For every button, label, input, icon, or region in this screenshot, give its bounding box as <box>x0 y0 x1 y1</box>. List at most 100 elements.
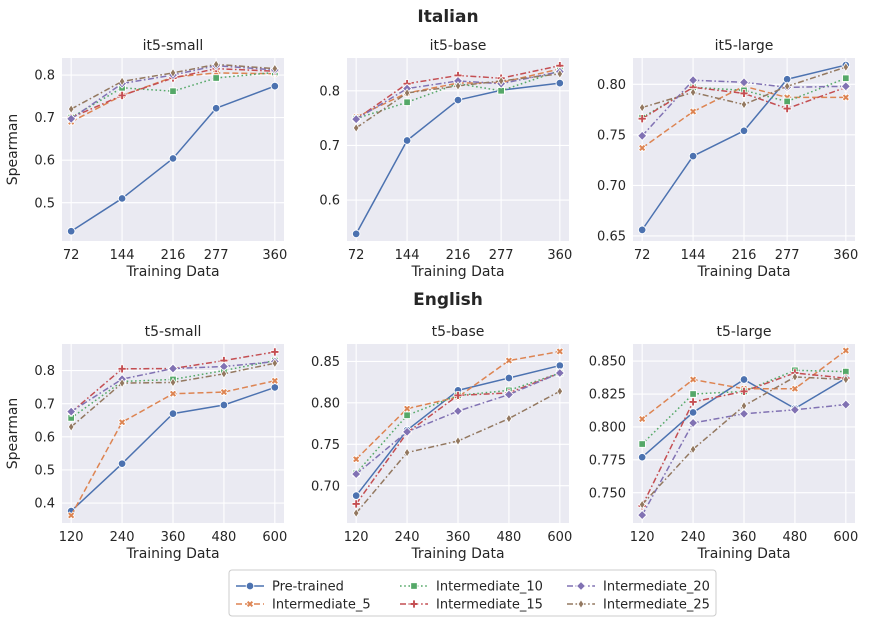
x-tick-label: 480 <box>783 530 808 545</box>
series-intermediate-5 <box>67 376 279 520</box>
series-line <box>355 372 561 505</box>
y-tick-label: 0.65 <box>597 230 626 245</box>
x-tick-label: 277 <box>204 248 229 263</box>
x-axis-label: Training Data <box>696 264 790 280</box>
x-tick-label: 72 <box>348 248 365 263</box>
series-pre-trained <box>351 78 565 239</box>
data-point <box>271 358 279 369</box>
data-point <box>504 373 514 383</box>
chart-it5-large: 0.65 0.70 0.75 0.80 72 144 216 277 360 it5-large T… <box>597 38 858 280</box>
x-tick-label: 144 <box>681 248 706 263</box>
x-tick-label: 360 <box>833 248 858 263</box>
legend-marker <box>575 580 587 592</box>
data-point <box>169 67 177 78</box>
y-tick-label: 0.75 <box>311 438 340 453</box>
x-tick-label: 600 <box>833 530 858 545</box>
x-tick-label: 360 <box>446 530 471 545</box>
data-point <box>783 81 791 92</box>
data-point <box>739 375 749 384</box>
data-point <box>66 226 76 236</box>
data-point <box>403 88 411 98</box>
data-point <box>555 347 564 356</box>
data-point <box>637 114 647 124</box>
data-point <box>403 404 412 413</box>
data-point <box>688 397 698 407</box>
data-point <box>689 375 698 384</box>
series-intermediate-20 <box>351 367 565 480</box>
legend: Pre-trained Intermediate_5 Intermediate_10… <box>228 569 717 617</box>
y-tick-label: 0.825 <box>589 388 626 403</box>
data-point <box>352 508 360 518</box>
data-point <box>842 62 850 73</box>
data-point <box>503 389 515 400</box>
x-tick-label: 480 <box>212 530 237 545</box>
y-tick-label: 0.70 <box>597 179 626 194</box>
data-point <box>219 388 228 397</box>
data-point <box>351 468 362 480</box>
x-tick-label: 120 <box>59 530 84 545</box>
y-tick-label: 0.8 <box>319 84 340 99</box>
legend-item-intermediate-20: Intermediate_20 <box>567 580 710 595</box>
data-point <box>270 383 280 392</box>
y-tick-label: 0.800 <box>589 421 626 436</box>
data-point <box>740 99 748 110</box>
data-point <box>637 225 647 235</box>
data-point <box>738 77 750 88</box>
y-tick-label: 0.750 <box>589 486 626 501</box>
data-point <box>403 411 411 420</box>
data-point <box>841 346 850 355</box>
x-axis-label: Training Data <box>125 264 219 280</box>
x-tick-label: 144 <box>110 248 135 263</box>
data-point <box>351 499 361 509</box>
data-point <box>220 368 228 379</box>
data-point <box>118 378 126 389</box>
data-point <box>638 414 647 424</box>
series-intermediate-25 <box>352 386 564 518</box>
chart-t5-large: 0.750 0.775 0.800 0.825 0.850 120 240 360 480 600… <box>589 324 858 562</box>
legend-label: Pre-trained <box>272 580 344 595</box>
legend-marker <box>245 581 255 591</box>
data-point <box>556 386 564 397</box>
x-tick-label: 360 <box>262 248 287 263</box>
data-point <box>403 98 411 106</box>
data-point <box>117 364 127 374</box>
data-point <box>401 426 413 437</box>
data-point <box>638 102 646 113</box>
data-point <box>118 76 126 87</box>
series-line <box>355 73 560 129</box>
x-tick-label: 600 <box>547 530 572 545</box>
series-line <box>355 372 561 474</box>
y-tick-label: 0.5 <box>34 196 55 211</box>
series-intermediate-25 <box>67 358 279 432</box>
data-point <box>453 391 463 400</box>
data-point <box>504 356 513 365</box>
legend-marker <box>245 599 255 609</box>
data-point <box>783 97 791 106</box>
legend-marker <box>577 599 585 609</box>
y-tick-label: 0.6 <box>319 194 340 209</box>
data-point <box>168 389 178 398</box>
data-point <box>688 408 698 417</box>
x-tick-label: 144 <box>395 248 420 263</box>
series-line <box>70 360 275 413</box>
data-point <box>637 452 647 462</box>
data-point <box>454 80 462 91</box>
data-point <box>687 75 699 86</box>
legend-label: Intermediate_10 <box>436 580 543 595</box>
data-point <box>168 409 178 418</box>
data-point <box>270 347 280 357</box>
x-axis-label: Training Data <box>410 546 504 562</box>
x-tick-label: 360 <box>547 248 572 263</box>
data-point <box>270 376 279 385</box>
x-tick-label: 240 <box>110 530 135 545</box>
data-point <box>740 400 748 411</box>
row-title-italian: Italian <box>417 7 478 27</box>
data-point <box>67 104 75 114</box>
data-point <box>556 68 564 79</box>
chart-title: it5-base <box>430 38 487 54</box>
series-intermediate-25 <box>352 68 564 133</box>
y-tick-label: 0.7 <box>34 397 55 412</box>
data-point <box>117 91 127 100</box>
data-point <box>271 63 279 74</box>
legend-label: Intermediate_5 <box>272 598 371 613</box>
